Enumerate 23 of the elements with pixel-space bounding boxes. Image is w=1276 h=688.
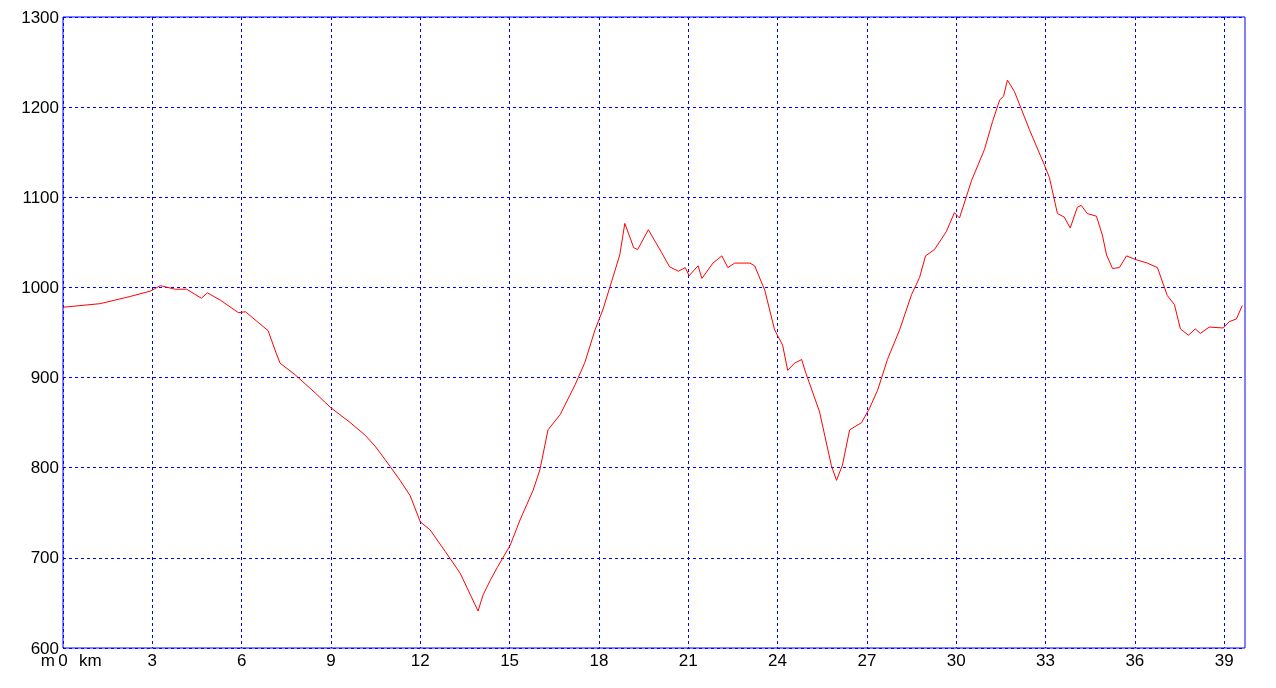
- x-tick-label: 3: [147, 651, 158, 670]
- y-tick-label: 1000: [21, 277, 59, 297]
- x-tick-label: 18: [589, 651, 609, 670]
- x-tick-label: 24: [768, 651, 788, 670]
- y-tick-label: 900: [30, 368, 59, 388]
- line-series: [62, 79, 1243, 612]
- x-axis-title: km: [79, 651, 102, 670]
- x-tick-label: 27: [857, 651, 877, 670]
- x-tick-label: 15: [500, 651, 520, 670]
- x-tick-label: 39: [1214, 651, 1234, 670]
- x-tick-label: 30: [946, 651, 966, 670]
- y-tick-label: 800: [30, 458, 59, 478]
- x-tick-label: 33: [1036, 651, 1055, 670]
- x-tick-label: 9: [326, 651, 336, 670]
- x-tick-label: 12: [410, 651, 430, 670]
- y-tick-label: 1100: [22, 187, 59, 207]
- x-tick-label: 36: [1125, 651, 1145, 670]
- y-tick-label: 1200: [21, 97, 59, 117]
- y-tick-label: 1300: [21, 7, 59, 27]
- x-tick-label: 6: [236, 651, 247, 670]
- x-tick-label: 0: [58, 651, 68, 670]
- y-tick-label: 700: [30, 548, 59, 568]
- x-tick-label: 21: [678, 651, 698, 670]
